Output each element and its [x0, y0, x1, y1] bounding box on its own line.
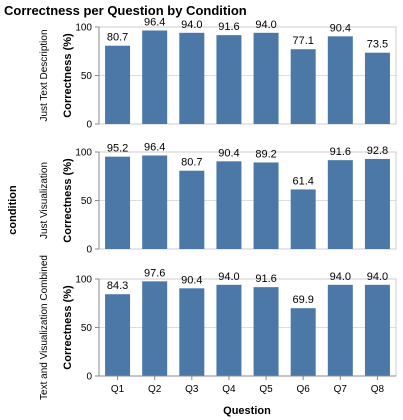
data-label: 80.7	[107, 32, 128, 44]
bar-q6	[290, 189, 316, 249]
bar-q1	[105, 45, 131, 124]
y-tick-label: 100	[75, 23, 92, 34]
bar-q2	[142, 281, 168, 376]
row-title: Just Visualization	[39, 162, 50, 239]
bar-q2	[142, 155, 168, 249]
bar-q5	[253, 32, 279, 124]
bar-q7	[327, 284, 353, 376]
bar-q3	[179, 170, 205, 249]
x-tick-label: Q4	[222, 384, 236, 395]
data-label: 94.0	[255, 19, 276, 31]
data-label: 90.4	[330, 22, 351, 34]
data-label: 89.2	[255, 148, 276, 160]
y-axis-title: Correctness (%)	[62, 33, 74, 118]
data-label: 95.2	[107, 143, 128, 155]
data-label: 77.1	[292, 35, 313, 47]
x-tick-label: Q1	[111, 384, 125, 395]
data-label: 84.3	[107, 280, 128, 292]
bar-q3	[179, 288, 205, 376]
bar-q8	[364, 284, 390, 376]
data-label: 91.6	[255, 273, 276, 285]
data-label: 94.0	[181, 19, 202, 31]
data-label: 91.6	[330, 146, 351, 158]
bar-q6	[290, 308, 316, 376]
bar-q7	[327, 36, 353, 125]
bar-q4	[216, 284, 242, 376]
row-title: Text and Visualization Combined	[39, 255, 50, 400]
data-label: 73.5	[367, 39, 388, 51]
bar-q4	[216, 35, 242, 125]
data-label: 94.0	[218, 271, 239, 283]
bar-q5	[253, 287, 279, 376]
bar-q2	[142, 30, 168, 124]
bar-q3	[179, 32, 205, 124]
x-tick-label: Q8	[371, 384, 385, 395]
data-label: 61.4	[292, 175, 313, 187]
data-label: 91.6	[218, 21, 239, 33]
x-tick-label: Q3	[185, 384, 199, 395]
data-label: 90.4	[181, 274, 202, 286]
data-label: 94.0	[330, 271, 351, 283]
facet-label: condition	[7, 185, 19, 235]
x-axis-title: Question	[223, 405, 271, 417]
y-axis-title: Correctness (%)	[62, 285, 74, 370]
y-tick-label: 0	[86, 245, 92, 256]
data-label: 92.8	[367, 145, 388, 157]
data-label: 94.0	[367, 271, 388, 283]
bar-q1	[105, 156, 131, 249]
y-tick-label: 100	[75, 275, 92, 286]
x-tick-label: Q2	[148, 384, 162, 395]
bar-q8	[364, 158, 390, 249]
y-tick-label: 0	[86, 372, 92, 383]
y-tick-label: 0	[86, 120, 92, 131]
row-title: Just Text Description	[39, 29, 50, 121]
bar-q6	[290, 49, 316, 125]
y-tick-label: 50	[81, 196, 93, 207]
chart-title: Correctness per Question by Condition	[4, 3, 247, 18]
x-tick-label: Q6	[297, 384, 311, 395]
bar-q8	[364, 52, 390, 124]
bar-q4	[216, 161, 242, 249]
y-tick-label: 100	[75, 148, 92, 159]
bar-q7	[327, 160, 353, 249]
data-label: 90.4	[218, 147, 239, 159]
data-label: 97.6	[144, 267, 165, 279]
x-tick-label: Q7	[334, 384, 348, 395]
data-label: 69.9	[292, 294, 313, 306]
y-tick-label: 50	[81, 71, 93, 82]
y-tick-label: 50	[81, 323, 93, 334]
y-axis-title: Correctness (%)	[62, 158, 74, 243]
data-label: 80.7	[181, 157, 202, 169]
data-label: 96.4	[144, 16, 165, 28]
x-tick-label: Q5	[259, 384, 273, 395]
data-label: 96.4	[144, 141, 165, 153]
bar-q5	[253, 162, 279, 249]
bar-q1	[105, 294, 131, 376]
